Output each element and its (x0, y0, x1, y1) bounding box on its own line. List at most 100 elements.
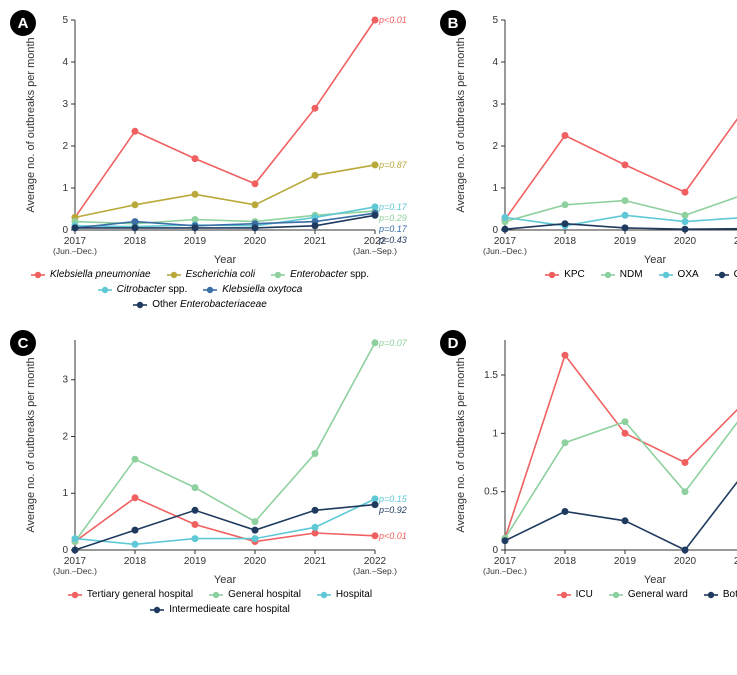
svg-text:2018: 2018 (124, 236, 147, 247)
svg-text:p=0.15: p=0.15 (378, 494, 408, 504)
legend: ICU General ward Both (440, 589, 737, 600)
svg-text:2: 2 (62, 141, 68, 152)
legend-item: Klebsiella pneumoniae (31, 269, 151, 280)
svg-text:Average no. of outbreaks per m: Average no. of outbreaks per month (25, 357, 37, 532)
svg-text:2021: 2021 (304, 556, 327, 567)
svg-text:(Jan.–Sep.): (Jan.–Sep.) (353, 246, 397, 256)
svg-text:2020: 2020 (244, 236, 267, 247)
svg-text:p=0.17: p=0.17 (378, 202, 408, 212)
panel-A: A0123452017(Jun.–Dec.)201820192020202120… (10, 10, 430, 310)
svg-text:2018: 2018 (554, 236, 577, 247)
legend-item: Hospital (317, 589, 372, 600)
svg-text:2019: 2019 (614, 236, 637, 247)
legend-item: General ward (609, 589, 688, 600)
svg-text:3: 3 (62, 99, 68, 110)
svg-text:p=0.43: p=0.43 (378, 235, 407, 245)
legend-label: Both (723, 589, 737, 600)
svg-text:(Jun.–Dec.): (Jun.–Dec.) (483, 566, 527, 576)
svg-text:p=0.17: p=0.17 (378, 224, 408, 234)
legend-item: KPC (545, 269, 585, 280)
panel-badge: A (10, 10, 36, 36)
svg-text:p=0.07: p=0.07 (378, 338, 408, 348)
legend: Klebsiella pneumoniae Escherichia coli Ent… (10, 269, 390, 310)
legend-item: Other Enterobacteriaceae (133, 299, 267, 310)
legend-item: Escherichia coli (167, 269, 255, 280)
legend-item: OXA (659, 269, 699, 280)
legend-label: Other Enterobacteriaceae (152, 299, 267, 310)
legend-item: General hospital (209, 589, 301, 600)
svg-text:Year: Year (214, 254, 237, 265)
svg-text:3: 3 (492, 99, 498, 110)
legend-label: Klebsiella oxytoca (222, 284, 302, 295)
legend-label: General ward (628, 589, 688, 600)
svg-text:p=0.29: p=0.29 (378, 213, 407, 223)
chart: 01232017(Jun.–Dec.)20182019202020212022(… (20, 330, 430, 585)
svg-text:Year: Year (644, 254, 667, 265)
legend-item: Intermedieate care hospital (150, 604, 290, 615)
svg-text:2020: 2020 (674, 556, 697, 567)
svg-text:(Jun.–Dec.): (Jun.–Dec.) (483, 246, 527, 256)
svg-text:Year: Year (214, 574, 237, 585)
svg-text:3: 3 (62, 375, 68, 386)
svg-text:5: 5 (492, 15, 498, 26)
svg-text:4: 4 (492, 57, 498, 68)
legend-label: Klebsiella pneumoniae (50, 269, 151, 280)
svg-text:2: 2 (492, 141, 498, 152)
svg-text:(Jan.–Sep.): (Jan.–Sep.) (353, 566, 397, 576)
legend-item: GES (715, 269, 737, 280)
panel-B: B0123452017(Jun.–Dec.)201820192020202120… (440, 10, 737, 310)
legend: KPC NDM OXA GES (440, 269, 737, 280)
legend-item: Enterobacter spp. (271, 269, 369, 280)
svg-text:2: 2 (62, 431, 68, 442)
svg-text:0: 0 (492, 225, 498, 236)
svg-text:1: 1 (492, 428, 498, 439)
legend-label: Hospital (336, 589, 372, 600)
svg-text:2019: 2019 (614, 556, 637, 567)
svg-text:2021: 2021 (304, 236, 327, 247)
svg-text:(Jun.–Dec.): (Jun.–Dec.) (53, 246, 97, 256)
legend-item: Both (704, 589, 737, 600)
svg-text:0: 0 (492, 545, 498, 556)
svg-text:0.5: 0.5 (484, 487, 498, 498)
legend-label: ICU (576, 589, 593, 600)
legend-label: OXA (678, 269, 699, 280)
svg-text:4: 4 (62, 57, 68, 68)
svg-text:1: 1 (62, 183, 68, 194)
svg-text:2020: 2020 (674, 236, 697, 247)
legend-item: Klebsiella oxytoca (203, 284, 302, 295)
legend-item: ICU (557, 589, 593, 600)
legend-label: Escherichia coli (186, 269, 255, 280)
legend-label: KPC (564, 269, 585, 280)
svg-text:p<0.01: p<0.01 (378, 15, 407, 25)
legend-label: Enterobacter spp. (290, 269, 369, 280)
chart: 0123452017(Jun.–Dec.)2018201920202021202… (20, 10, 430, 265)
svg-text:p<0.01: p<0.01 (378, 531, 407, 541)
svg-text:2019: 2019 (184, 236, 207, 247)
legend-item: Tertiary general hospital (68, 589, 193, 600)
panel-C: C01232017(Jun.–Dec.)20182019202020212022… (10, 330, 430, 615)
svg-text:1: 1 (492, 183, 498, 194)
svg-text:2020: 2020 (244, 556, 267, 567)
panel-badge: D (440, 330, 466, 356)
legend-label: Intermedieate care hospital (169, 604, 290, 615)
svg-text:2018: 2018 (554, 556, 577, 567)
svg-text:2019: 2019 (184, 556, 207, 567)
svg-text:1.5: 1.5 (484, 370, 498, 381)
panel-D: D00.511.52017(Jun.–Dec.)2018201920202021… (440, 330, 737, 615)
svg-text:0: 0 (62, 545, 68, 556)
legend-label: Citrobacter spp. (117, 284, 188, 295)
svg-text:0: 0 (62, 225, 68, 236)
legend-label: General hospital (228, 589, 301, 600)
svg-text:Average no. of outbreaks per m: Average no. of outbreaks per month (455, 37, 467, 212)
panel-badge: C (10, 330, 36, 356)
svg-text:5: 5 (62, 15, 68, 26)
svg-text:2018: 2018 (124, 556, 147, 567)
svg-text:p=0.87: p=0.87 (378, 160, 408, 170)
legend-label: NDM (620, 269, 643, 280)
svg-text:Year: Year (644, 574, 667, 585)
panel-badge: B (440, 10, 466, 36)
legend-item: NDM (601, 269, 643, 280)
legend-item: Citrobacter spp. (98, 284, 188, 295)
svg-text:p=0.92: p=0.92 (378, 505, 407, 515)
legend: Tertiary general hospital General hospita… (10, 589, 430, 615)
